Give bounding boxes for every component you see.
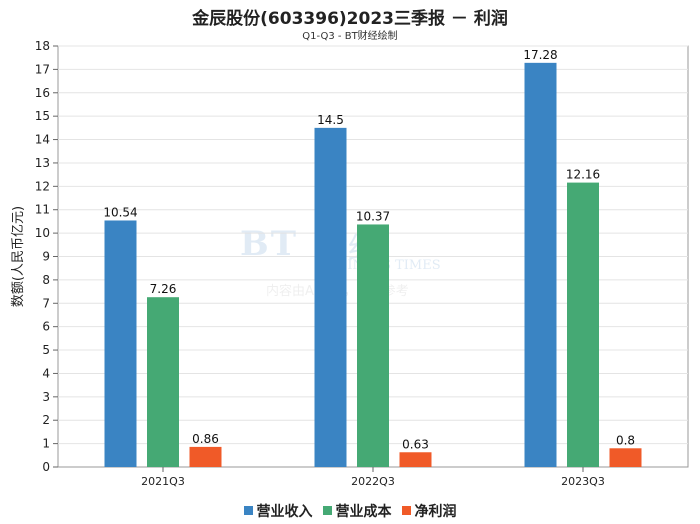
y-tick-label: 8 (42, 273, 50, 287)
legend-item: 营业成本 (322, 501, 392, 521)
bar-2022Q3-营业成本 (357, 224, 389, 467)
y-tick-label: 1 (42, 437, 50, 451)
y-tick-label: 14 (35, 133, 50, 147)
bar-2021Q3-营业成本 (147, 297, 179, 467)
bar-2023Q3-营业收入 (524, 62, 557, 468)
data-label: 7.26 (150, 282, 177, 296)
y-tick-label: 5 (42, 343, 50, 357)
x-tick-label: 2023Q3 (561, 475, 605, 488)
legend-swatch (401, 506, 411, 515)
chart-title: 金辰股份(603396)2023三季报 － 利润 (192, 9, 508, 29)
y-tick-label: 6 (42, 320, 50, 334)
data-label: 10.54 (103, 205, 137, 219)
legend-label: 营业成本 (335, 504, 392, 520)
y-tick-label: 12 (35, 179, 50, 193)
y-tick-label: 17 (35, 62, 50, 76)
legend-item: 净利润 (401, 501, 457, 521)
y-tick-label: 4 (42, 366, 50, 380)
bar-2021Q3-净利润 (189, 446, 222, 467)
x-tick-label: 2022Q3 (351, 475, 395, 488)
data-label: 0.86 (192, 432, 219, 446)
data-label: 0.63 (402, 437, 429, 451)
y-tick-label: 15 (35, 109, 50, 123)
bar-2023Q3-净利润 (609, 448, 642, 467)
data-label: 17.28 (523, 48, 557, 62)
y-tick-label: 3 (42, 390, 50, 404)
data-label: 0.8 (616, 433, 635, 447)
legend-swatch (322, 506, 332, 515)
bar-2021Q3-营业收入 (104, 220, 137, 467)
y-tick-label: 11 (35, 203, 50, 217)
y-tick-label: 16 (35, 86, 50, 100)
data-label: 10.37 (356, 209, 390, 223)
data-label: 14.5 (317, 113, 344, 127)
chart-subtitle: Q1-Q3 - BT财经绘制 (302, 31, 398, 42)
bar-2022Q3-净利润 (399, 452, 432, 467)
bar-2022Q3-营业收入 (314, 127, 347, 467)
legend-swatch (243, 506, 253, 515)
legend-label: 净利润 (414, 504, 457, 520)
y-axis-label: 数额(人民币亿元) (11, 206, 26, 307)
legend-item: 营业收入 (243, 501, 313, 521)
y-tick-label: 0 (42, 460, 50, 474)
y-tick-label: 18 (35, 39, 50, 53)
y-tick-label: 13 (35, 156, 50, 170)
y-tick-label: 7 (42, 296, 50, 310)
legend: 营业收入 营业成本 净利润 (0, 501, 700, 521)
legend-label: 营业收入 (256, 504, 313, 520)
y-tick-label: 9 (42, 250, 50, 264)
data-label: 12.16 (566, 168, 600, 182)
bar-2023Q3-营业成本 (567, 182, 599, 467)
y-tick-label: 2 (42, 413, 50, 427)
x-tick-label: 2021Q3 (141, 475, 185, 488)
y-tick-label: 10 (35, 226, 50, 240)
